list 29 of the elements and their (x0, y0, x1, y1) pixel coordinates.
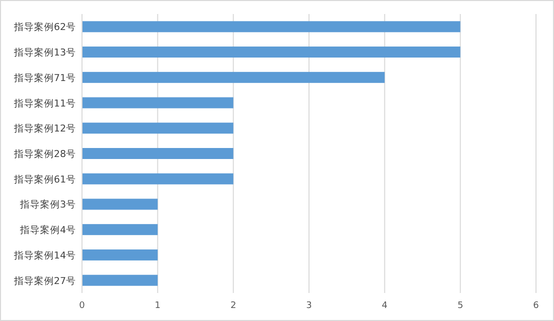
y-tick-label: 指导案例62号 (12, 21, 76, 34)
y-tick-label: 指导案例4号 (18, 224, 76, 236)
y-tick-label: 指导案例61号 (12, 173, 76, 186)
bar (82, 122, 234, 134)
bar (82, 198, 158, 210)
y-tick-label: 指导案例27号 (12, 274, 76, 287)
x-tick-label: 0 (79, 301, 86, 311)
bar (82, 148, 234, 159)
x-tick-label: 2 (230, 301, 236, 311)
x-tick-label: 3 (306, 301, 312, 311)
y-tick-label: 指导案例13号 (12, 46, 76, 59)
y-tick-label: 指导案例14号 (12, 249, 76, 262)
y-tick-label: 指导案例71号 (12, 72, 76, 84)
bar (82, 274, 158, 286)
y-tick-label: 指导案例11号 (12, 97, 76, 110)
bar (82, 21, 460, 32)
bar (82, 46, 460, 58)
bar (82, 224, 158, 236)
bar (82, 249, 158, 260)
bar (82, 173, 234, 184)
x-tick-label: 4 (382, 301, 388, 311)
y-tick-label: 指导案例12号 (12, 122, 76, 135)
x-tick-label: 1 (154, 301, 161, 311)
x-tick-label: 6 (533, 301, 540, 311)
bar (82, 97, 234, 108)
y-tick-label: 指导案例3号 (18, 198, 76, 211)
bar (82, 72, 385, 83)
y-tick-label: 指导案例28号 (12, 148, 76, 160)
x-tick-label: 5 (457, 301, 464, 311)
